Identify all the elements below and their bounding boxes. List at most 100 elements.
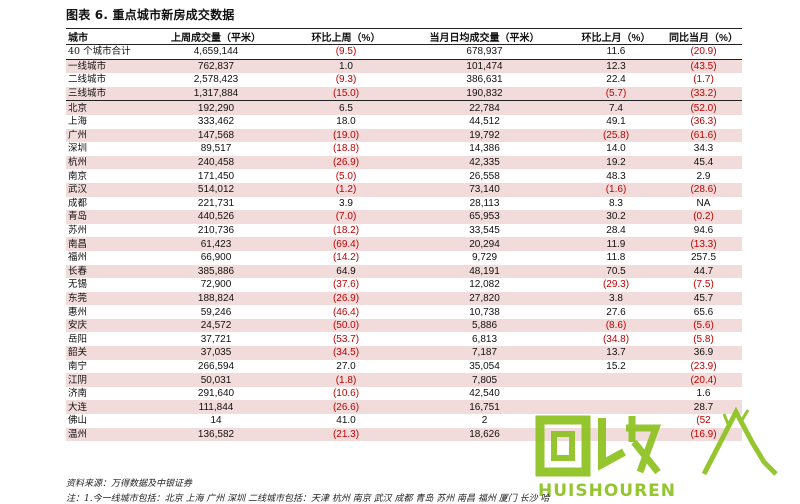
cell-wow: (26.9)	[290, 291, 402, 306]
cell-city: 苏州	[68, 225, 88, 237]
cell-last-week-volume: 50,031	[142, 373, 290, 387]
cell-city: 杭州	[66, 155, 142, 170]
cell-city: 韶关	[66, 346, 142, 360]
cell-mom: 48.3	[606, 170, 626, 182]
cell-mom: (25.8)	[567, 128, 665, 143]
cell-yoy: 257.5	[690, 252, 717, 264]
cell-last-week-volume: 2,578,423	[193, 74, 239, 86]
cell-mom: 15.2	[606, 360, 626, 372]
cell-city: 温州	[66, 427, 142, 442]
cell-wow: 3.9	[339, 197, 353, 209]
cell-wow: (10.6)	[332, 388, 360, 400]
cell-mom: 11.8	[606, 252, 626, 264]
cell-yoy: 36.9	[665, 346, 742, 360]
cell-wow: 6.5	[290, 100, 402, 115]
cell-mom: 49.1	[606, 116, 626, 128]
cell-city: 佛山	[68, 415, 88, 427]
cell-last-week-volume: 37,721	[200, 333, 232, 345]
cell-yoy: (5.8)	[693, 333, 714, 345]
cell-wow: (19.0)	[290, 128, 402, 143]
cell-month-daily-avg: 101,474	[402, 59, 567, 74]
cell-mom: (1.6)	[567, 182, 665, 197]
cell-month-daily-avg: 48,191	[402, 264, 567, 279]
cell-city: 武汉	[66, 182, 142, 197]
cell-last-week-volume: 37,035	[142, 346, 290, 360]
cell-month-daily-avg: 28,113	[469, 197, 500, 209]
cell-city: 青岛	[66, 210, 142, 224]
cell-city: 40 个城市合计	[66, 44, 142, 60]
cell-last-week-volume: 136,582	[142, 427, 290, 442]
table-row: 南昌 61,423 (69.4) 20,294 11.9 (13.3)	[66, 237, 742, 251]
cell-city: 江阴	[66, 373, 142, 387]
cell-month-daily-avg: 2	[481, 415, 488, 427]
cell-mom: (29.3)	[602, 279, 630, 291]
cell-yoy: (0.2)	[665, 210, 742, 224]
cell-city: 广州	[66, 128, 142, 143]
cell-city: 北京	[66, 100, 142, 115]
table-row: 上海 333,462 18.0 44,512 49.1 (36.3)	[66, 115, 742, 129]
cell-city: 惠州	[68, 306, 88, 318]
cell-last-week-volume: 210,736	[197, 225, 235, 237]
cell-last-week-volume: 1,317,884	[142, 86, 290, 102]
cell-yoy: (43.5)	[665, 59, 742, 74]
column-header-wow: 环比上周（%）	[290, 28, 402, 45]
table-row: 40 个城市合计 4,659,144 (9.5) 678,937 11.6 (20.9)	[66, 44, 742, 60]
column-header-last-week-volume: 上周成交量（平米）	[142, 28, 290, 45]
cell-yoy: (61.6)	[665, 128, 742, 143]
cell-mom: 27.6	[606, 306, 626, 318]
source-note: 资料来源：万得数据及中银证券	[66, 479, 193, 489]
cell-wow: 27.0	[336, 360, 356, 372]
table-row: 成都 221,731 3.9 28,113 8.3 NA	[66, 197, 742, 211]
cell-yoy: 1.6	[696, 388, 711, 400]
cell-wow: (46.4)	[332, 306, 360, 318]
cell-wow: (5.0)	[335, 170, 357, 182]
cell-wow: 1.0	[290, 59, 402, 74]
cell-yoy: 44.7	[665, 264, 742, 279]
cell-last-week-volume: 14	[210, 415, 222, 427]
table-row: 武汉 514,012 (1.2) 73,140 (1.6) (28.6)	[66, 182, 742, 197]
cell-mom: 22.4	[606, 74, 626, 86]
cell-city: 安庆	[66, 318, 142, 333]
cell-yoy: 2.9	[696, 170, 711, 182]
table-row: 东莞 188,824 (26.9) 27,820 3.8 45.7	[66, 291, 742, 306]
cell-wow: (9.5)	[290, 44, 402, 60]
column-header-month-daily-avg: 当月日均成交量（平米）	[402, 28, 567, 45]
cell-last-week-volume: 24,572	[142, 318, 290, 333]
cell-mom: (34.8)	[602, 333, 630, 345]
cell-last-week-volume: 385,886	[142, 264, 290, 279]
cell-mom: 13.7	[567, 346, 665, 360]
cell-last-week-volume: 89,517	[200, 143, 232, 155]
cell-wow: (69.4)	[290, 237, 402, 251]
cell-wow: (37.6)	[332, 279, 360, 291]
cell-wow: (26.9)	[290, 155, 402, 170]
table-row: 岳阳 37,721 (53.7) 6,813 (34.8) (5.8)	[66, 332, 742, 346]
cell-wow: (18.8)	[332, 143, 360, 155]
cell-month-daily-avg: 9,729	[471, 252, 498, 264]
table-title: 图表 6. 重点城市新房成交数据	[66, 8, 235, 22]
watermark-text: HUISHOUREN	[538, 481, 676, 500]
cell-yoy: NA	[696, 197, 711, 209]
cell-month-daily-avg: 7,187	[402, 346, 567, 360]
cell-wow: (18.2)	[332, 225, 360, 237]
cell-last-week-volume: 4,659,144	[142, 44, 290, 60]
cell-city: 大连	[66, 400, 142, 415]
cell-wow: (1.2)	[290, 182, 402, 197]
cell-month-daily-avg: 35,054	[469, 360, 500, 372]
cell-month-daily-avg: 7,805	[402, 373, 567, 387]
cell-city: 福州	[68, 252, 88, 264]
cell-city: 二线城市	[68, 74, 107, 86]
cell-mom: 11.9	[567, 237, 665, 251]
cell-wow: (53.7)	[332, 333, 360, 345]
cell-month-daily-avg: 5,886	[402, 318, 567, 333]
table-row: 长春 385,886 64.9 48,191 70.5 44.7	[66, 264, 742, 279]
cell-yoy: (23.9)	[690, 360, 717, 372]
cell-mom: 12.3	[567, 59, 665, 74]
cell-mom: (8.6)	[567, 318, 665, 333]
cell-month-daily-avg: 18,626	[402, 427, 567, 442]
huishouren-watermark: HUISHOUREN	[535, 406, 778, 500]
cell-last-week-volume: 147,568	[142, 128, 290, 143]
cell-month-daily-avg: 42,540	[469, 388, 500, 400]
table-row: 韶关 37,035 (34.5) 7,187 13.7 36.9	[66, 346, 742, 360]
table-row: 济南 291,640 (10.6) 42,540 1.6	[66, 387, 742, 401]
cell-city: 长春	[66, 264, 142, 279]
